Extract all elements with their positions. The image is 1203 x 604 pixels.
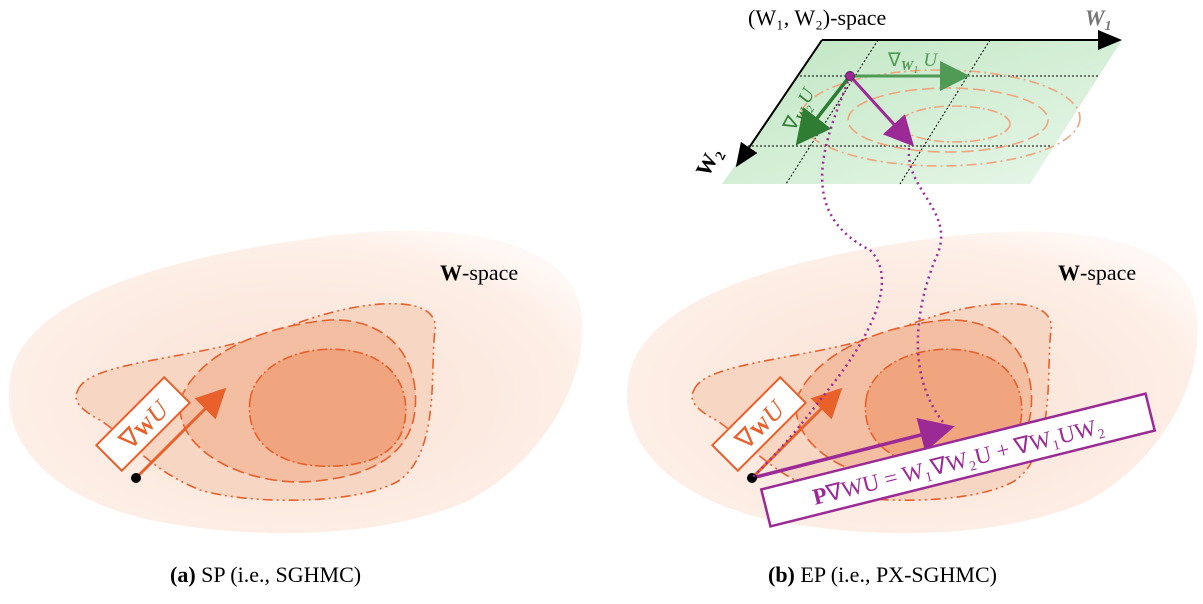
w1-w2-plane: W1 W2 (W₁, W₂)-space ∇W1 U ∇W2U [690, 5, 1122, 185]
axis-w2 [735, 39, 823, 168]
panel-a: ∇WU W-space [8, 230, 583, 534]
grad-w2-label: ∇W2U [779, 84, 824, 137]
top-space-label: (W₁, W₂)-space [748, 5, 886, 30]
caption-b-text: EP (i.e., PX-SGHMC) [794, 562, 997, 587]
grad-w2-arrow [795, 74, 852, 146]
gradient-label-box-b: ∇WU [710, 375, 808, 473]
caption-a-text: SP (i.e., SGHMC) [195, 562, 362, 587]
mapping-curve-end [907, 141, 949, 429]
gradient-arrow [134, 387, 227, 480]
caption-a-tag: (a) [170, 562, 196, 587]
gradient-label-box: ∇WU [94, 375, 192, 473]
w-space-label-b: W-space [1058, 260, 1136, 285]
current-point-b [747, 473, 757, 483]
caption-b: (b) EP (i.e., PX-SGHMC) [768, 562, 997, 588]
grid-v1 [785, 39, 879, 185]
axis-w1-label: W1 [1085, 5, 1112, 34]
caption-b-tag: (b) [768, 562, 795, 587]
caption-a: (a) SP (i.e., SGHMC) [170, 562, 361, 588]
current-point [131, 473, 141, 483]
axis-w2-label: W2 [690, 143, 729, 182]
w-space-label: W-space [440, 260, 518, 285]
projected-gradient-arrow [751, 417, 955, 480]
grid-v2 [899, 39, 991, 185]
projected-top-arrow [848, 74, 915, 147]
panel-b: ∇WU W-space P∇WU = W₁∇W₂U + ∇W₁UW₂ W1 W2… [626, 5, 1198, 534]
grad-w1-label: ∇W1 U [887, 50, 938, 76]
contour-inner [248, 348, 407, 467]
